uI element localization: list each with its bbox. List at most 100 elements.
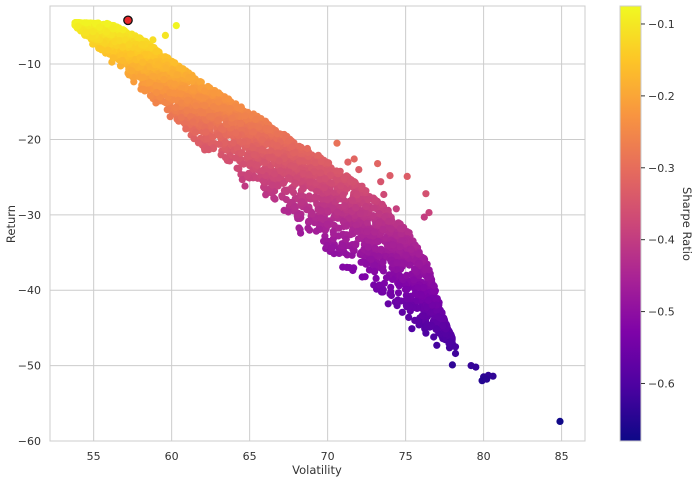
y-tick-label: −60 (18, 435, 41, 448)
scatter-point (146, 92, 155, 100)
y-tick-label: −50 (18, 360, 41, 373)
scatter-point (414, 317, 422, 325)
scatter-point (171, 80, 179, 88)
scatter-point (300, 157, 308, 165)
scatter-point (411, 266, 419, 274)
scatter-point (285, 168, 293, 176)
scatter-point (209, 103, 218, 111)
scatter-point (375, 218, 383, 226)
scatter-point (200, 87, 209, 95)
scatter-point (128, 67, 136, 75)
scatter-point (149, 36, 157, 44)
scatter-point (237, 120, 245, 128)
scatter-point (233, 103, 241, 111)
scatter-point (377, 245, 385, 254)
scatter-point (209, 133, 217, 141)
scatter-point (371, 244, 379, 252)
scatter-point (233, 144, 241, 152)
colorbar-tick-label: −0.2 (648, 90, 675, 103)
scatter-point (179, 65, 187, 73)
scatter-point (311, 159, 319, 167)
scatter-point (364, 243, 372, 251)
scatter-point (177, 113, 185, 121)
scatter-point (418, 311, 426, 320)
scatter-point (210, 89, 218, 97)
scatter-point (152, 88, 161, 97)
scatter-point (320, 184, 329, 192)
colorbar-tick-label: −0.4 (648, 234, 675, 247)
scatter-point (355, 166, 363, 174)
scatter-point (402, 301, 410, 309)
scatter-point (422, 264, 430, 272)
scatter-point (314, 151, 322, 159)
scatter-point (194, 93, 203, 101)
scatter-point (425, 273, 433, 281)
scatter-point (192, 102, 200, 110)
scatter-point (291, 148, 299, 156)
x-tick-label: 70 (321, 450, 335, 463)
scatter-point (382, 234, 390, 242)
scatter-point (221, 139, 229, 147)
scatter-point (259, 177, 267, 185)
scatter-point (316, 169, 324, 177)
scatter-point (408, 325, 416, 333)
scatter-point (258, 167, 266, 175)
scatter-point (434, 313, 442, 321)
scatter-point (303, 144, 311, 153)
scatter-point (274, 182, 282, 190)
scatter-point (201, 102, 209, 110)
scatter-point (379, 258, 387, 266)
scatter-point (119, 26, 127, 34)
scatter-point (370, 204, 378, 212)
scatter-point (189, 85, 197, 93)
scatter-point (374, 237, 382, 246)
scatter-point (393, 259, 401, 267)
scatter-point (311, 193, 319, 201)
scatter-point (323, 220, 331, 228)
scatter-point (348, 251, 356, 259)
scatter-point (250, 151, 258, 159)
scatter-point (273, 130, 281, 138)
scatter-point (290, 163, 298, 171)
colorbar-tick-label: −0.3 (648, 162, 675, 175)
scatter-point (246, 159, 254, 167)
y-axis-label: Return (4, 205, 18, 243)
scatter-point (166, 113, 174, 121)
scatter-point (333, 208, 342, 216)
scatter-point (148, 72, 157, 81)
plot-frame (49, 5, 586, 442)
scatter-point (385, 217, 393, 225)
scatter-point (407, 245, 415, 253)
scatter-point (204, 145, 212, 154)
scatter-point (172, 22, 180, 30)
scatter-point (361, 273, 369, 281)
scatter-point (183, 106, 191, 114)
scatter-point (81, 29, 89, 37)
scatter-points (71, 15, 564, 425)
colorbar: −0.1 −0.2 −0.3 −0.4 −0.5 −0.6 Sharpe Ratio (619, 5, 692, 442)
scatter-point (375, 210, 383, 218)
scatter-point (364, 196, 372, 204)
scatter-point (333, 139, 341, 147)
scatter-point (282, 196, 290, 204)
scatter-point (206, 122, 214, 130)
scatter-point (375, 281, 383, 289)
scatter-point (389, 241, 397, 249)
scatter-point (116, 37, 124, 45)
scatter-point (194, 139, 202, 147)
scatter-point (109, 25, 117, 33)
scatter-point (370, 267, 378, 275)
scatter-point (215, 140, 223, 148)
scatter-point (430, 281, 438, 289)
scatter-point (273, 142, 281, 150)
scatter-point (430, 333, 438, 341)
scatter-point (268, 181, 276, 189)
scatter-point (225, 95, 233, 103)
scatter-point (207, 112, 215, 120)
scatter-point (249, 128, 258, 136)
scatter-point (275, 157, 283, 165)
scatter-point (312, 227, 320, 235)
scatter-point (229, 139, 237, 147)
scatter-point (258, 136, 266, 144)
